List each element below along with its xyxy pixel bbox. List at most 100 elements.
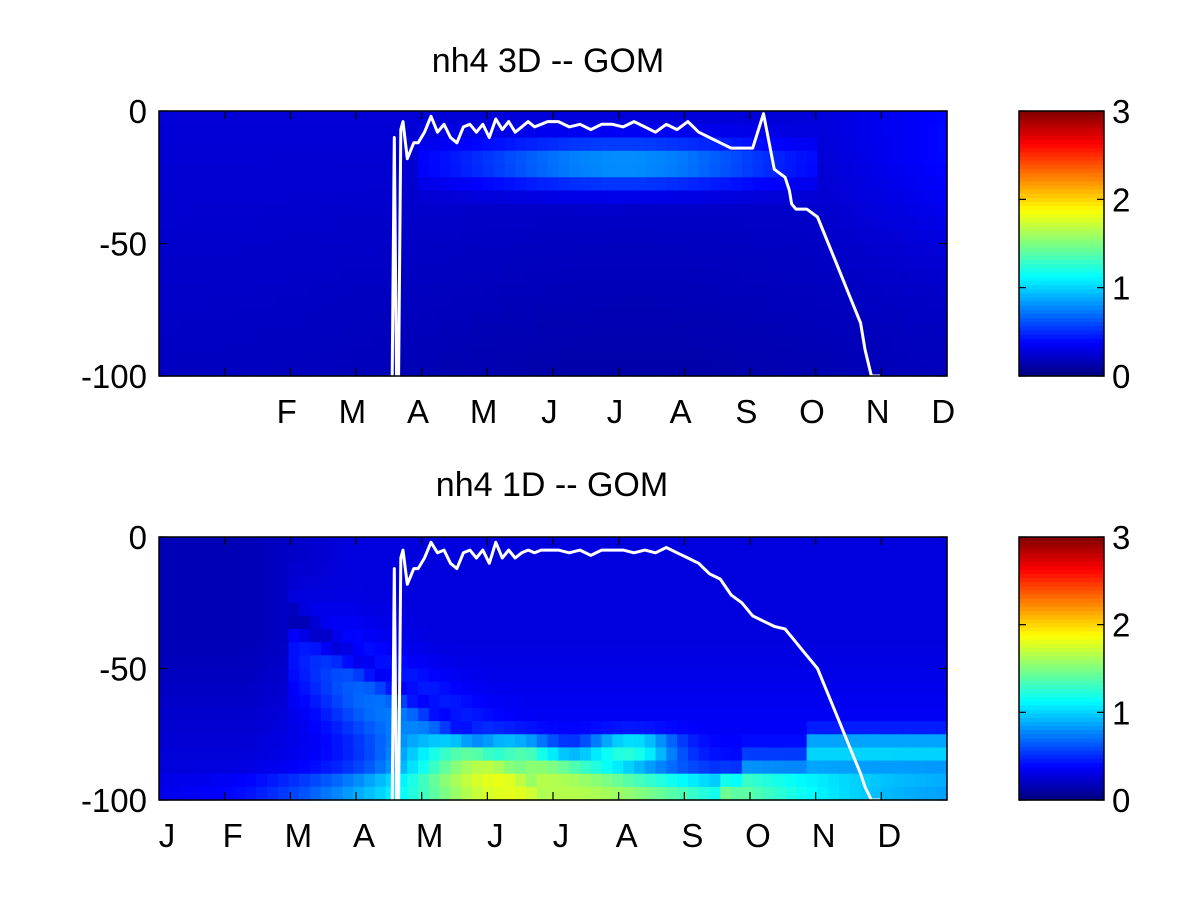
heatmap-cell	[903, 230, 916, 245]
heatmap-cell	[547, 323, 559, 337]
heatmap-cell	[687, 602, 700, 617]
heatmap-cell	[256, 642, 268, 656]
heatmap-cell	[504, 747, 516, 762]
heatmap-cell	[396, 323, 408, 337]
heatmap-cell	[871, 668, 883, 683]
heatmap-cell	[741, 721, 754, 735]
heatmap-cell	[418, 655, 430, 670]
heatmap-cell	[763, 694, 775, 709]
heatmap-cell	[925, 773, 937, 788]
heatmap-cell	[882, 124, 894, 139]
heatmap-cell	[849, 563, 862, 578]
heatmap-cell	[655, 124, 667, 139]
heatmap-cell	[364, 694, 376, 709]
heatmap-cell	[515, 537, 527, 551]
heatmap-cell	[763, 760, 775, 775]
heatmap-cell	[245, 230, 257, 245]
heatmap-cell	[526, 177, 538, 192]
heatmap-cell	[925, 681, 937, 696]
heatmap-cell	[493, 111, 506, 125]
heatmap-cell	[731, 589, 743, 604]
heatmap-cell	[159, 681, 171, 696]
heatmap-cell	[256, 576, 268, 591]
heatmap-cell	[903, 256, 916, 271]
heatmap-cell	[666, 349, 678, 364]
heatmap-cell	[180, 190, 192, 205]
heatmap-cell	[633, 309, 646, 324]
heatmap-cell	[353, 362, 365, 377]
heatmap-cell	[558, 177, 570, 192]
heatmap-cell	[353, 694, 365, 709]
heatmap-cell	[731, 296, 743, 311]
heatmap-cell	[601, 296, 613, 311]
heatmap-cell	[893, 642, 905, 656]
heatmap-cell	[655, 243, 667, 258]
heatmap-cell	[644, 576, 657, 591]
heatmap-cell	[169, 137, 182, 152]
heatmap-cell	[558, 681, 570, 696]
heatmap-cell	[202, 124, 214, 139]
heatmap-cell	[234, 150, 246, 165]
heatmap-cell	[428, 336, 441, 351]
heatmap-cell	[202, 243, 214, 258]
heatmap-cell	[936, 164, 948, 178]
heatmap-cell	[687, 707, 700, 722]
heatmap-cell	[202, 336, 214, 351]
heatmap-cell	[256, 111, 268, 125]
heatmap-cell	[439, 177, 452, 192]
heatmap-cell	[288, 177, 300, 192]
heatmap-cell	[579, 190, 592, 205]
colorbar-step	[1019, 578, 1104, 583]
colorbar-step	[1019, 305, 1104, 311]
heatmap-cell	[903, 203, 916, 218]
heatmap-cell	[741, 537, 754, 551]
heatmap-cell	[925, 309, 937, 324]
heatmap-cell	[288, 309, 300, 324]
heatmap-cells	[159, 537, 948, 801]
heatmap-cell	[547, 655, 559, 670]
heatmap-cell	[288, 615, 300, 630]
heatmap-cell	[493, 150, 506, 165]
heatmap-cell	[774, 773, 786, 788]
heatmap-cell	[774, 537, 786, 551]
heatmap-cell	[169, 111, 182, 125]
heatmap-cell	[353, 550, 365, 564]
heatmap-cell	[893, 349, 905, 364]
heatmap-cell	[439, 190, 452, 205]
heatmap-cell	[526, 550, 538, 564]
heatmap-cell	[428, 721, 441, 735]
heatmap-cell	[396, 296, 408, 311]
heatmap-cell	[202, 296, 214, 311]
heatmap-cell	[320, 256, 333, 271]
heatmap-cell	[666, 786, 678, 801]
heatmap-cell	[212, 589, 225, 604]
heatmap-cell	[536, 602, 549, 617]
heatmap-cell	[515, 550, 527, 564]
heatmap-cell	[720, 707, 732, 722]
heatmap-cell	[191, 668, 203, 683]
heatmap-cell	[849, 230, 862, 245]
heatmap-cell	[558, 563, 570, 578]
heatmap-cell	[785, 203, 797, 218]
colorbar-step	[1019, 160, 1104, 166]
heatmap-cell	[212, 694, 225, 709]
heatmap-cell	[817, 256, 829, 271]
heatmap-cell	[299, 296, 311, 311]
heatmap-cell	[925, 270, 937, 284]
heatmap-cell	[774, 362, 786, 377]
heatmap-cell	[320, 747, 333, 762]
heatmap-cell	[720, 177, 732, 192]
heatmap-cell	[526, 576, 538, 591]
heatmap-cell	[385, 642, 398, 656]
heatmap-cell	[871, 283, 883, 298]
heatmap-cell	[612, 349, 624, 364]
heatmap-cell	[644, 589, 657, 604]
colorbar-step	[1019, 235, 1104, 240]
heatmap-cell	[310, 190, 322, 205]
series-line	[390, 112, 881, 378]
heatmap-cell	[677, 655, 689, 670]
heatmap-cell	[601, 283, 613, 298]
heatmap-cell	[698, 734, 711, 748]
heatmap-cell	[385, 137, 398, 152]
